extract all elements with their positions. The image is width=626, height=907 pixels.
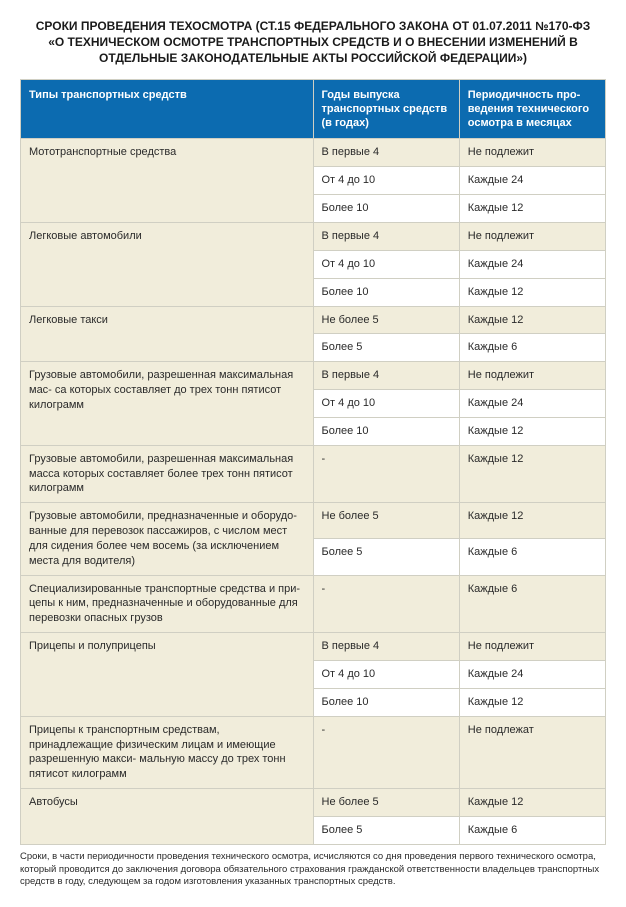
periodicity-cell: Каждые 6 — [459, 334, 605, 362]
years-cell: Более 10 — [313, 417, 459, 445]
vehicle-type-cell: Грузовые автомобили, разрешенная максима… — [21, 445, 314, 503]
periodicity-cell: Каждые 6 — [459, 539, 605, 575]
years-cell: В первые 4 — [313, 222, 459, 250]
page-title: СРОКИ ПРОВЕДЕНИЯ ТЕХОСМОТРА (СТ.15 ФЕДЕР… — [20, 18, 606, 67]
table-header-row: Типы транспортных средств Годы выпуска т… — [21, 79, 606, 139]
vehicle-type-cell: Прицепы к транспортным средствам, принад… — [21, 716, 314, 788]
periodicity-cell: Каждые 24 — [459, 167, 605, 195]
vehicle-type-cell: Грузовые автомобили, разрешенная максима… — [21, 362, 314, 446]
inspection-table: Типы транспортных средств Годы выпуска т… — [20, 79, 606, 845]
years-cell: Не более 5 — [313, 503, 459, 539]
periodicity-cell: Не подлежат — [459, 716, 605, 788]
col-vehicle-type: Типы транспортных средств — [21, 79, 314, 139]
col-periodicity: Периодичность про- ведения технического … — [459, 79, 605, 139]
periodicity-cell: Не подлежит — [459, 362, 605, 390]
years-cell: В первые 4 — [313, 633, 459, 661]
years-cell: Более 10 — [313, 278, 459, 306]
table-row: Мототранспортные средстваВ первые 4Не по… — [21, 139, 606, 167]
vehicle-type-cell: Мототранспортные средства — [21, 139, 314, 223]
years-cell: От 4 до 10 — [313, 167, 459, 195]
years-cell: Более 5 — [313, 816, 459, 844]
years-cell: Не более 5 — [313, 306, 459, 334]
years-cell: - — [313, 716, 459, 788]
table-row: Специализированные транспортные средства… — [21, 575, 606, 633]
years-cell: Более 5 — [313, 539, 459, 575]
footnote: Сроки, в части периодичности проведения … — [20, 851, 606, 889]
table-row: Грузовые автомобили, разрешенная максима… — [21, 362, 606, 390]
table-row: Прицепы к транспортным средствам, принад… — [21, 716, 606, 788]
periodicity-cell: Каждые 12 — [459, 503, 605, 539]
vehicle-type-cell: Легковые автомобили — [21, 222, 314, 306]
years-cell: - — [313, 575, 459, 633]
col-years: Годы выпуска транспортных средств (в год… — [313, 79, 459, 139]
vehicle-type-cell: Прицепы и полуприцепы — [21, 633, 314, 717]
periodicity-cell: Каждые 12 — [459, 306, 605, 334]
years-cell: В первые 4 — [313, 139, 459, 167]
vehicle-type-cell: Специализированные транспортные средства… — [21, 575, 314, 633]
periodicity-cell: Каждые 24 — [459, 250, 605, 278]
vehicle-type-cell: Грузовые автомобили, предназначенные и о… — [21, 503, 314, 575]
table-row: АвтобусыНе более 5Каждые 12 — [21, 789, 606, 817]
years-cell: - — [313, 445, 459, 503]
vehicle-type-cell: Автобусы — [21, 789, 314, 845]
periodicity-cell: Каждые 6 — [459, 816, 605, 844]
table-row: Прицепы и полуприцепыВ первые 4Не подлеж… — [21, 633, 606, 661]
vehicle-type-cell: Легковые такси — [21, 306, 314, 362]
years-cell: От 4 до 10 — [313, 661, 459, 689]
years-cell: От 4 до 10 — [313, 390, 459, 418]
periodicity-cell: Каждые 24 — [459, 661, 605, 689]
periodicity-cell: Каждые 12 — [459, 688, 605, 716]
periodicity-cell: Не подлежит — [459, 633, 605, 661]
table-row: Грузовые автомобили, предназначенные и о… — [21, 503, 606, 539]
table-row: Грузовые автомобили, разрешенная максима… — [21, 445, 606, 503]
periodicity-cell: Каждые 12 — [459, 789, 605, 817]
years-cell: Более 10 — [313, 195, 459, 223]
years-cell: В первые 4 — [313, 362, 459, 390]
periodicity-cell: Не подлежит — [459, 139, 605, 167]
periodicity-cell: Каждые 12 — [459, 445, 605, 503]
periodicity-cell: Каждые 12 — [459, 195, 605, 223]
years-cell: Более 10 — [313, 688, 459, 716]
table-row: Легковые автомобилиВ первые 4Не подлежит — [21, 222, 606, 250]
periodicity-cell: Не подлежит — [459, 222, 605, 250]
years-cell: Более 5 — [313, 334, 459, 362]
periodicity-cell: Каждые 6 — [459, 575, 605, 633]
periodicity-cell: Каждые 12 — [459, 278, 605, 306]
periodicity-cell: Каждые 24 — [459, 390, 605, 418]
periodicity-cell: Каждые 12 — [459, 417, 605, 445]
years-cell: Не более 5 — [313, 789, 459, 817]
years-cell: От 4 до 10 — [313, 250, 459, 278]
table-row: Легковые таксиНе более 5Каждые 12 — [21, 306, 606, 334]
